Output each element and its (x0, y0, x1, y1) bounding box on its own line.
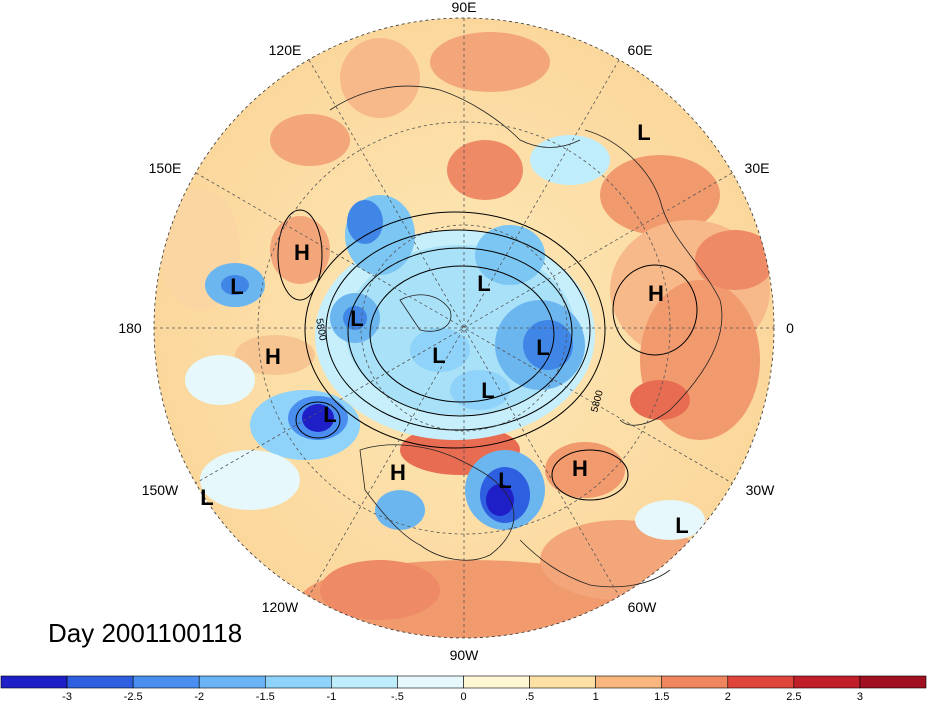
colorbar-swatch (859, 675, 927, 689)
pressure-center-label: L (200, 485, 213, 510)
contour-label: 5800 (313, 318, 328, 342)
pressure-center-label: H (390, 460, 406, 485)
lon-label-30w: 30W (746, 482, 776, 498)
colorbar-swatch (793, 675, 861, 689)
colorbar-tick-label: -2 (194, 691, 204, 702)
colorbar-tick-label: 1 (593, 691, 599, 702)
colorbar-tick-label: -1 (326, 691, 336, 702)
pressure-center-label: L (350, 306, 363, 331)
pressure-center-label: L (432, 343, 445, 368)
colorbar-tick-label: 0 (460, 691, 466, 702)
colorbar-tick-label: 2 (725, 691, 731, 702)
colorbar-swatch (264, 675, 332, 689)
colorbar-swatch (397, 675, 464, 689)
colorbar-swatch (529, 675, 596, 689)
pressure-center-label: L (323, 402, 336, 427)
lon-label-180: 180 (118, 320, 142, 336)
colorbar-tick-label: 3 (857, 691, 863, 702)
lon-label-0: 0 (786, 320, 794, 336)
pressure-center-label: L (477, 271, 490, 296)
pressure-centers: L H L H L L L L L H L H H L L L (200, 120, 688, 538)
pressure-center-label: H (294, 240, 310, 265)
colorbar-swatch (331, 675, 398, 689)
lon-label-120e: 120E (269, 42, 302, 58)
pressure-center-label: L (637, 120, 650, 145)
lon-label-120w: 120W (262, 599, 299, 615)
colorbar-tick-label: -1.5 (256, 691, 275, 702)
pressure-center-label: L (498, 468, 511, 493)
lon-label-150e: 150E (149, 160, 182, 176)
colorbar-tick-label: 2.5 (786, 691, 801, 702)
graticule (154, 18, 774, 638)
colorbar-tick-label: -2.5 (124, 691, 143, 702)
pressure-center-label: H (265, 344, 281, 369)
pressure-center-label: L (675, 513, 688, 538)
pressure-center-label: L (481, 378, 494, 403)
lon-label-30e: 30E (745, 160, 770, 176)
colorbar-swatch (132, 675, 200, 689)
colorbar-tick-label: -.5 (391, 691, 404, 702)
colorbar-tick-label: 1.5 (654, 691, 669, 702)
day-title: Day 2001100118 (48, 618, 243, 648)
pressure-center-label: H (572, 456, 588, 481)
pressure-center-label: L (536, 335, 549, 360)
lon-label-60w: 60W (628, 599, 658, 615)
colorbar-swatch (198, 675, 266, 689)
map-boundary (153, 17, 775, 639)
colorbar-swatch (661, 675, 729, 689)
lon-label-150w: 150W (142, 482, 179, 498)
colorbar-swatch (66, 675, 134, 689)
pressure-center-label: L (230, 274, 243, 299)
colorbar-swatch (727, 675, 795, 689)
contour-lines (277, 209, 698, 501)
colorbar-swatch (595, 675, 663, 689)
longitude-labels: 90E 120E 60E 150E 30E 180 0 150W 30W 120… (118, 0, 794, 663)
colorbar-tick-label: .5 (525, 691, 534, 702)
colorbar: -3 -2.5 -2 -1.5 -1 -.5 0 .5 1 1.5 2 2.5 3 (0, 675, 927, 702)
lon-label-90w: 90W (450, 647, 480, 663)
colorbar-tick-label: -3 (62, 691, 72, 702)
lon-label-60e: 60E (628, 42, 653, 58)
pressure-center-label: H (648, 281, 664, 306)
colorbar-swatch (463, 675, 530, 689)
colorbar-swatch (0, 675, 68, 689)
lon-label-90e: 90E (452, 0, 477, 15)
coastlines (329, 85, 723, 588)
